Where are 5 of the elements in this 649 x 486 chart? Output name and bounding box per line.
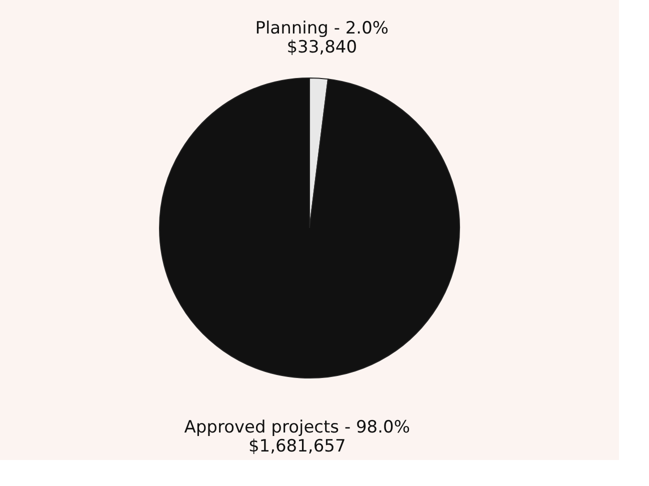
slice-label: Approved projects - 98.0% [184,418,410,438]
data-label: $1,681,657 [248,436,346,457]
pie-slice [159,78,460,378]
slice-label: Planning - 2.0% [255,18,389,38]
data-label: $33,840 [286,37,358,58]
